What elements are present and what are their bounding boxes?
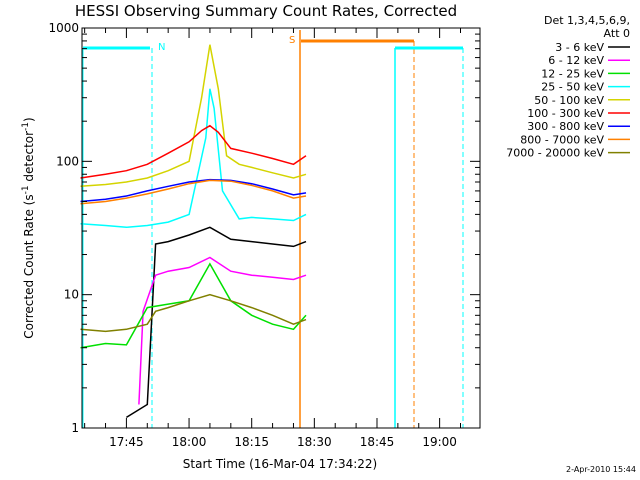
plot-area: NS <box>80 30 464 428</box>
legend-label: 25 - 50 keV <box>541 81 604 94</box>
saa-flag-label: S <box>289 35 295 46</box>
y-axis-label: Corrected Count Rate (s-1 detector-1) <box>21 117 36 338</box>
y-axis-label-main: Corrected Count Rate (s <box>22 194 36 338</box>
series-line-5 <box>80 124 307 179</box>
series-line-7 <box>80 179 307 205</box>
x-tick-label: 18:00 <box>172 435 207 449</box>
series-line-4 <box>80 44 307 188</box>
series-line-2 <box>80 262 307 349</box>
night-flag-label: N <box>158 42 165 53</box>
legend-label: 12 - 25 keV <box>541 67 604 80</box>
legend-header-line: Att 0 <box>604 27 630 40</box>
y-tick-label: 1 <box>71 421 79 435</box>
legend-label: 800 - 7000 keV <box>520 133 604 146</box>
x-axis-label: Start Time (16-Mar-04 17:34:22) <box>183 457 377 471</box>
series-line-3 <box>80 88 307 229</box>
legend-header-line: Det 1,3,4,5,6,9, <box>544 14 630 27</box>
x-tick-label: 19:00 <box>422 435 457 449</box>
y-axis-label-end: ) <box>22 117 36 122</box>
series-line-1 <box>138 256 307 405</box>
x-tick-label: 17:45 <box>109 435 144 449</box>
chart-title: HESSI Observing Summary Count Rates, Cor… <box>75 2 457 20</box>
legend-label: 100 - 300 keV <box>527 107 604 120</box>
x-tick-label: 18:30 <box>297 435 332 449</box>
y-axis-label-sup1: -1 <box>21 185 31 194</box>
y-tick-label: 1000 <box>48 21 79 35</box>
x-tick-label: 18:15 <box>234 435 269 449</box>
plot-frame <box>81 27 481 429</box>
y-tick-label: 10 <box>64 288 79 302</box>
x-tick-label: 18:45 <box>360 435 395 449</box>
legend-label: 3 - 6 keV <box>555 41 604 54</box>
y-axis-label-mid: detector <box>22 131 36 186</box>
legend-label: 7000 - 20000 keV <box>506 147 604 160</box>
legend-label: 300 - 800 keV <box>527 120 604 133</box>
series-line-0 <box>126 226 307 419</box>
date-stamp: 2-Apr-2010 15:44 <box>566 465 636 474</box>
legend-label: 50 - 100 keV <box>534 94 604 107</box>
y-axis-label-sup2: -1 <box>21 122 31 131</box>
y-tick-label: 100 <box>56 154 79 168</box>
axes: 1 10 100 1000 17:45 18:00 18:15 18:30 18:45 19:00 <box>48 21 480 449</box>
series-line-6 <box>80 178 307 203</box>
legend-label: 6 - 12 keV <box>548 54 604 67</box>
series-line-8 <box>80 293 307 333</box>
